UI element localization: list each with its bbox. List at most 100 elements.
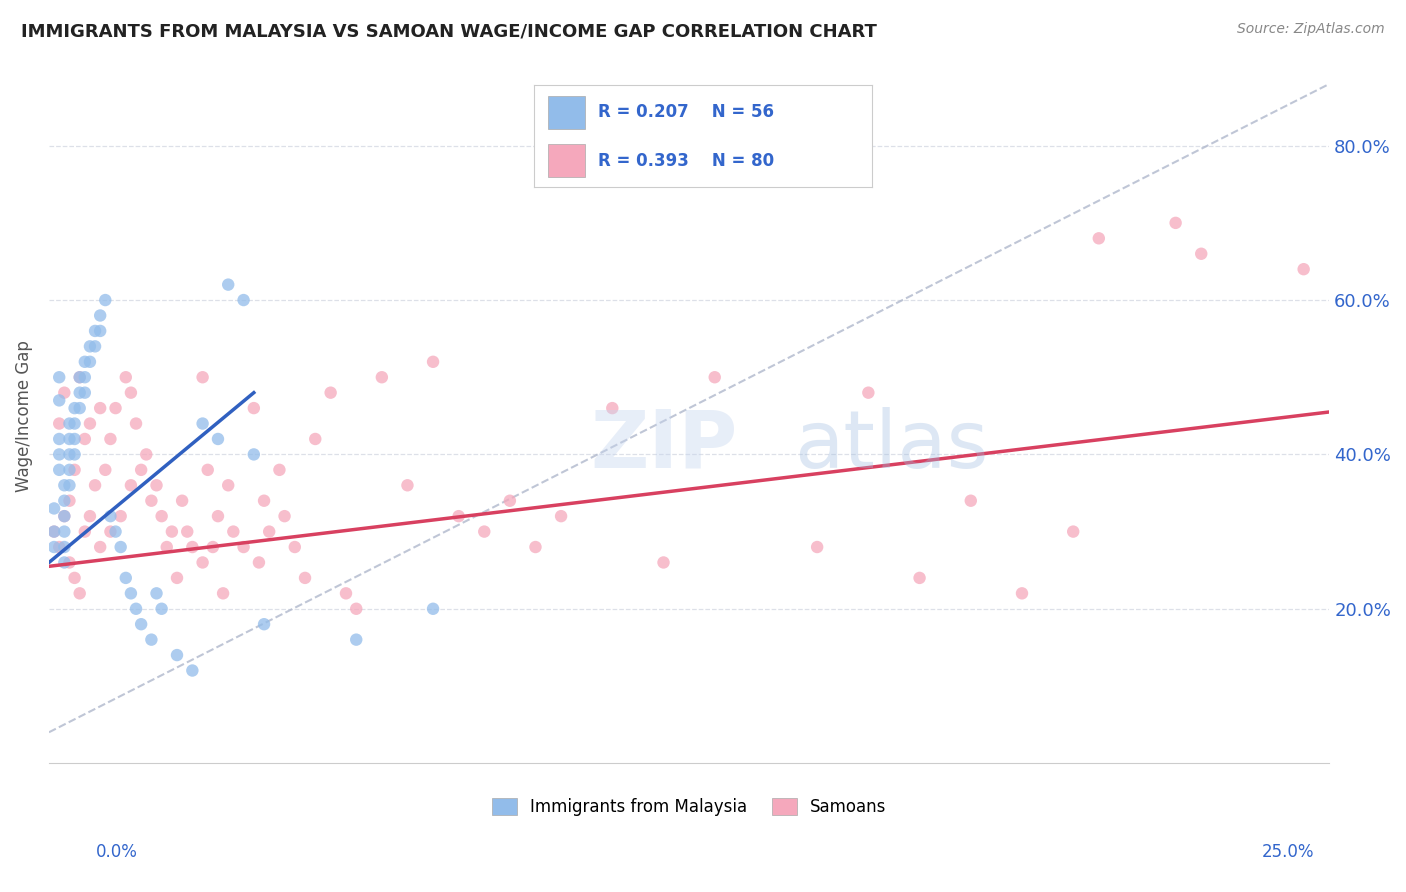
Point [58,556,80,570]
Point [422,355,444,369]
Point [150,601,173,615]
Point [422,601,444,615]
Point [69,370,91,384]
Point [243,401,266,416]
Point [89,309,111,323]
Point [42,524,65,539]
Point [176,524,198,539]
Point [53,540,76,554]
Point [94,293,117,307]
Point [232,293,254,307]
Point [1189,246,1212,260]
Point [304,432,326,446]
Point [89,540,111,554]
Point [908,571,931,585]
Point [104,401,127,416]
Point [104,524,127,539]
Point [550,509,572,524]
Point [257,524,280,539]
Point [100,524,122,539]
Point [73,524,96,539]
Point [125,601,148,615]
Text: ZIP: ZIP [591,407,738,485]
Point [1292,262,1315,277]
Point [396,478,419,492]
Point [1088,231,1111,245]
Point [84,478,107,492]
Text: IMMIGRANTS FROM MALAYSIA VS SAMOAN WAGE/INCOME GAP CORRELATION CHART: IMMIGRANTS FROM MALAYSIA VS SAMOAN WAGE/… [21,22,877,40]
Point [89,401,111,416]
Point [79,355,101,369]
Point [79,509,101,524]
Point [472,524,495,539]
Point [172,493,194,508]
Point [129,617,152,632]
Point [703,370,725,384]
Point [110,540,132,554]
Point [69,401,91,416]
Point [69,385,91,400]
Point [243,447,266,461]
Point [53,509,76,524]
Point [69,370,91,384]
Point [63,401,86,416]
Point [294,571,316,585]
Point [79,339,101,353]
Point [212,586,235,600]
Point [600,401,623,416]
Point [53,385,76,400]
Point [160,524,183,539]
Point [63,432,86,446]
Point [114,370,136,384]
Point [100,509,122,524]
Point [42,501,65,516]
Point [58,478,80,492]
FancyBboxPatch shape [548,96,585,128]
Point [858,385,880,400]
Point [253,493,276,508]
Point [499,493,522,508]
Point [181,540,204,554]
Point [48,417,70,431]
Point [207,432,229,446]
Point [58,432,80,446]
Point [191,370,214,384]
Point [806,540,828,554]
Point [217,277,239,292]
Point [141,493,163,508]
Point [335,586,357,600]
Point [145,586,167,600]
Point [53,493,76,508]
Point [181,664,204,678]
Point [197,463,219,477]
Point [53,478,76,492]
Point [371,370,394,384]
Point [53,556,76,570]
Point [84,324,107,338]
Point [53,509,76,524]
Point [1062,524,1084,539]
Point [73,385,96,400]
Point [120,385,142,400]
Point [58,463,80,477]
Point [89,324,111,338]
Point [94,463,117,477]
Point [58,417,80,431]
Point [166,648,188,662]
Point [48,447,70,461]
Point [120,478,142,492]
Point [48,370,70,384]
Text: Source: ZipAtlas.com: Source: ZipAtlas.com [1237,22,1385,37]
Point [110,509,132,524]
Point [141,632,163,647]
Point [1011,586,1033,600]
Point [63,463,86,477]
Point [63,447,86,461]
Text: atlas: atlas [794,407,988,485]
Point [222,524,245,539]
Point [100,432,122,446]
Point [63,417,86,431]
Point [344,601,367,615]
Point [191,417,214,431]
Point [48,540,70,554]
